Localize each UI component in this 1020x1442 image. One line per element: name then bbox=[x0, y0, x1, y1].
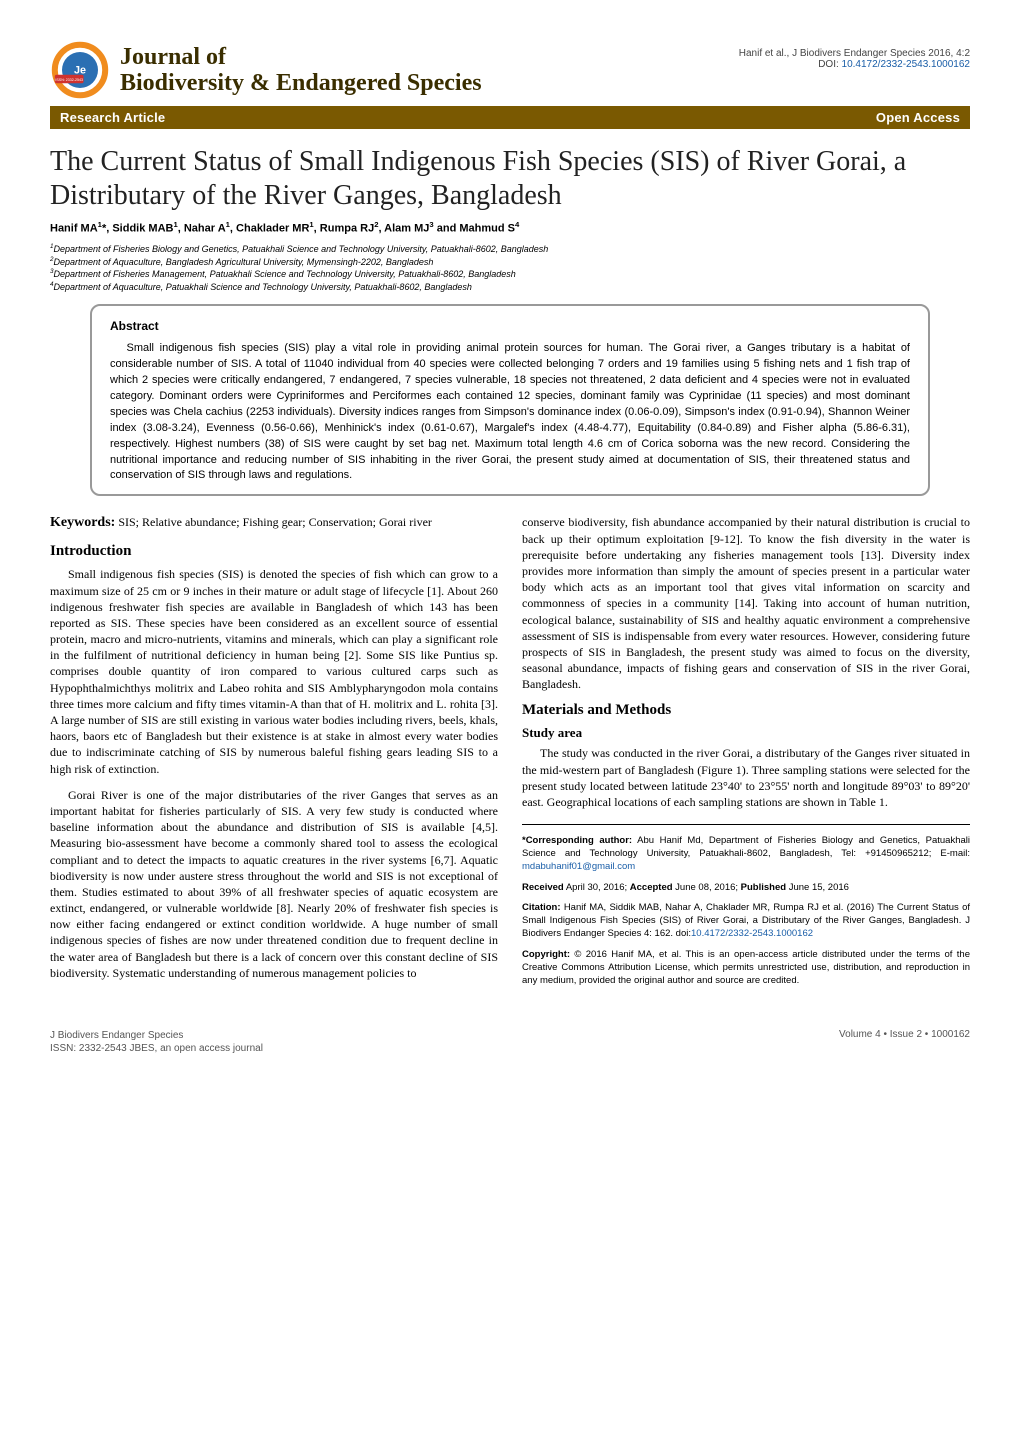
header-right: Hanif et al., J Biodivers Endanger Speci… bbox=[739, 40, 970, 70]
intro-p2: Gorai River is one of the major distribu… bbox=[50, 787, 498, 981]
doi-value[interactable]: 10.4172/2332-2543.1000162 bbox=[842, 59, 970, 70]
article-title: The Current Status of Small Indigenous F… bbox=[50, 145, 970, 212]
citation-line: Hanif et al., J Biodivers Endanger Speci… bbox=[739, 48, 970, 59]
keywords-text: SIS; Relative abundance; Fishing gear; C… bbox=[115, 515, 432, 529]
citation-footer: Citation: Hanif MA, Siddik MAB, Nahar A,… bbox=[522, 902, 970, 940]
published-label: Published bbox=[741, 882, 786, 893]
received-date: April 30, 2016; bbox=[564, 882, 630, 893]
corresponding-author: *Corresponding author: Abu Hanif Md, Dep… bbox=[522, 835, 970, 873]
published-date: June 15, 2016 bbox=[786, 882, 849, 893]
doi-line: DOI: 10.4172/2332-2543.1000162 bbox=[739, 59, 970, 70]
citation-doi[interactable]: 10.4172/2332-2543.1000162 bbox=[691, 928, 813, 939]
keywords: Keywords: SIS; Relative abundance; Fishi… bbox=[50, 514, 498, 533]
journal-logo-icon: Je ISSN: 2332-2543 bbox=[50, 40, 110, 100]
corresponding-block: *Corresponding author: Abu Hanif Md, Dep… bbox=[522, 835, 970, 987]
abstract-heading: Abstract bbox=[110, 318, 910, 335]
citation-label: Citation: bbox=[522, 902, 561, 913]
journal-title: Journal of Biodiversity & Endangered Spe… bbox=[120, 44, 482, 97]
footer-left: J Biodivers Endanger Species ISSN: 2332-… bbox=[50, 1029, 263, 1055]
svg-text:ISSN: 2332-2543: ISSN: 2332-2543 bbox=[55, 78, 83, 82]
introduction-heading: Introduction bbox=[50, 543, 498, 560]
bar-left: Research Article bbox=[60, 110, 165, 125]
materials-methods-heading: Materials and Methods bbox=[522, 702, 970, 719]
section-bar: Research Article Open Access bbox=[50, 106, 970, 129]
body-columns: Keywords: SIS; Relative abundance; Fishi… bbox=[50, 514, 970, 995]
accepted-label: Accepted bbox=[630, 882, 673, 893]
journal-title-line2: Biodiversity & Endangered Species bbox=[120, 70, 482, 96]
copyright-text: © 2016 Hanif MA, et al. This is an open-… bbox=[522, 949, 970, 986]
header: Je ISSN: 2332-2543 Journal of Biodiversi… bbox=[50, 40, 970, 100]
left-column: Keywords: SIS; Relative abundance; Fishi… bbox=[50, 514, 498, 995]
intro-p1: Small indigenous fish species (SIS) is d… bbox=[50, 566, 498, 776]
divider-1 bbox=[522, 824, 970, 825]
received-label: Received bbox=[522, 882, 564, 893]
keywords-label: Keywords: bbox=[50, 515, 115, 530]
study-area-heading: Study area bbox=[522, 725, 970, 741]
abstract-box: Abstract Small indigenous fish species (… bbox=[90, 304, 930, 497]
footer-journal: J Biodivers Endanger Species bbox=[50, 1029, 263, 1042]
right-column: conserve biodiversity, fish abundance ac… bbox=[522, 514, 970, 995]
copyright-label: Copyright: bbox=[522, 949, 570, 960]
dates-line: Received April 30, 2016; Accepted June 0… bbox=[522, 882, 970, 895]
footer-issn: ISSN: 2332-2543 JBES, an open access jou… bbox=[50, 1042, 263, 1055]
journal-title-line1: Journal of bbox=[120, 44, 482, 70]
page-footer: J Biodivers Endanger Species ISSN: 2332-… bbox=[50, 1029, 970, 1055]
doi-label: DOI: bbox=[818, 59, 841, 70]
footer-right: Volume 4 • Issue 2 • 1000162 bbox=[839, 1029, 970, 1055]
accepted-date: June 08, 2016; bbox=[673, 882, 741, 893]
abstract-body: Small indigenous fish species (SIS) play… bbox=[110, 341, 910, 484]
study-area-text: The study was conducted in the river Gor… bbox=[522, 745, 970, 810]
corresponding-label: *Corresponding author: bbox=[522, 835, 632, 846]
bar-right: Open Access bbox=[876, 110, 960, 125]
copyright-line: Copyright: © 2016 Hanif MA, et al. This … bbox=[522, 949, 970, 987]
intro-continuation: conserve biodiversity, fish abundance ac… bbox=[522, 514, 970, 692]
logo-area: Je ISSN: 2332-2543 Journal of Biodiversi… bbox=[50, 40, 482, 100]
corresponding-email[interactable]: mdabuhanif01@gmail.com bbox=[522, 861, 635, 872]
affiliations: 1Department of Fisheries Biology and Gen… bbox=[50, 243, 970, 294]
authors: Hanif MA1*, Siddik MAB1, Nahar A1, Chakl… bbox=[50, 220, 970, 235]
